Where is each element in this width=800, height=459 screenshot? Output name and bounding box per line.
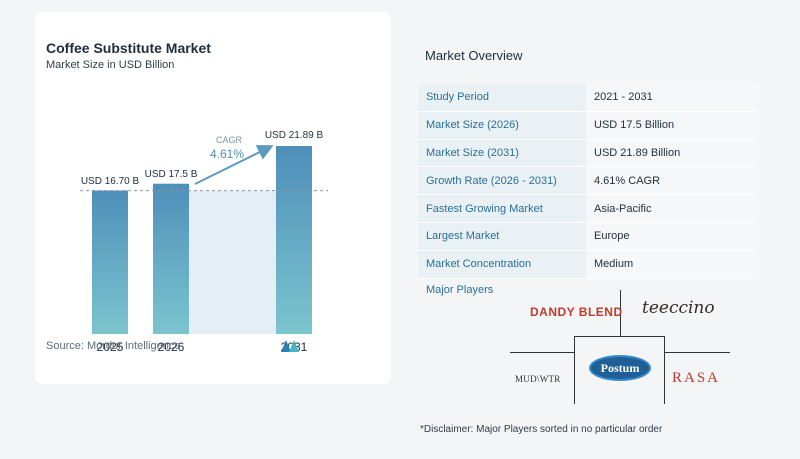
chart-title: Coffee Substitute Market — [46, 40, 211, 56]
chart-subtitle: Market Size in USD Billion — [46, 59, 175, 71]
table-row: Growth Rate (2026 - 2031) 4.61% CAGR — [418, 166, 758, 196]
row-value: 4.61% CAGR — [586, 166, 758, 196]
row-key: Market Size (2026) — [418, 111, 586, 140]
mordor-logo-icon — [281, 340, 299, 352]
source-note: Source: Mordor Intelligence — [46, 340, 181, 352]
table-row: Study Period 2021 - 2031 — [418, 84, 758, 112]
teeccino-logo: teeccino — [642, 298, 715, 318]
value-label: USD 16.70 B — [81, 176, 140, 187]
cagr-arrow-icon — [194, 145, 274, 185]
logo-grid-divider — [574, 336, 575, 404]
row-key: Study Period — [418, 84, 586, 112]
row-value: Asia-Pacific — [586, 194, 758, 223]
row-key: Market Concentration — [418, 250, 586, 279]
logo-grid-divider — [510, 352, 574, 353]
row-key: Growth Rate (2026 - 2031) — [418, 166, 586, 196]
major-players-label: Major Players — [426, 284, 494, 296]
cagr-band — [189, 190, 276, 334]
row-value: Medium — [586, 250, 758, 279]
logo-grid-divider — [664, 352, 730, 353]
logo-grid-divider — [574, 336, 664, 337]
table-row: Fastest Growing Market Asia-Pacific — [418, 194, 758, 223]
mudwtr-logo: MUD\WTR — [515, 374, 561, 384]
overview-table: Study Period 2021 - 2031 Market Size (202… — [418, 84, 758, 279]
postum-logo: Postum — [589, 355, 651, 381]
bar-2025 — [92, 190, 128, 334]
row-key: Market Size (2031) — [418, 139, 586, 168]
row-value: USD 21.89 Billion — [586, 139, 758, 168]
overview-title: Market Overview — [425, 48, 523, 63]
row-value: Europe — [586, 222, 758, 251]
row-key: Largest Market — [418, 222, 586, 251]
logo-grid-divider — [664, 336, 665, 404]
row-value: USD 17.5 Billion — [586, 111, 758, 140]
bar-2031 — [276, 146, 312, 334]
value-label: USD 21.89 B — [265, 130, 324, 141]
dandy-blend-logo: DANDY BLEND — [530, 305, 623, 319]
value-label: USD 17.5 B — [145, 169, 198, 180]
cagr-label: CAGR — [216, 135, 243, 145]
table-row: Market Size (2031) USD 21.89 Billion — [418, 139, 758, 168]
disclaimer: *Disclaimer: Major Players sorted in no … — [420, 424, 663, 435]
row-value: 2021 - 2031 — [586, 84, 758, 112]
x-tick-label: 2025 — [97, 340, 124, 354]
x-tick-label: 2026 — [158, 340, 185, 354]
bar-2026 — [153, 183, 189, 334]
row-key: Fastest Growing Market — [418, 194, 586, 223]
table-row: Market Size (2026) USD 17.5 Billion — [418, 111, 758, 140]
rasa-logo: RASA — [672, 370, 721, 386]
table-row: Market Concentration Medium — [418, 250, 758, 279]
table-row: Largest Market Europe — [418, 222, 758, 251]
cagr-value: 4.61% — [210, 147, 244, 161]
logo-grid-divider — [620, 290, 621, 336]
